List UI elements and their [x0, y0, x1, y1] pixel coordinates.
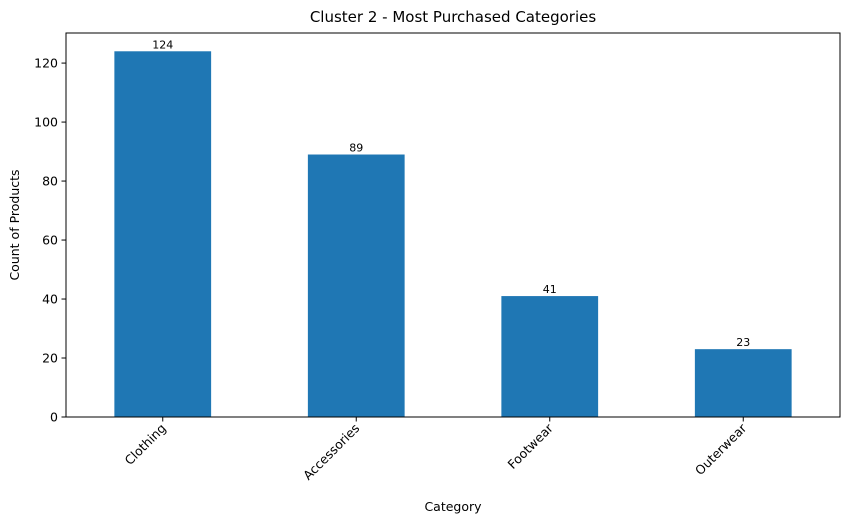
x-axis-label: Category	[424, 499, 482, 514]
x-tick-label-clothing: Clothing	[121, 421, 168, 468]
chart-title: Cluster 2 - Most Purchased Categories	[310, 8, 597, 26]
plot-frame	[65, 32, 841, 418]
y-tick-label: 120	[34, 56, 58, 71]
y-axis-label: Count of Products	[7, 169, 22, 280]
data-label-footwear: 41	[543, 283, 557, 296]
y-tick-label: 100	[34, 115, 58, 130]
x-tick-label-outerwear: Outerwear	[692, 420, 750, 478]
data-label-accessories: 89	[349, 142, 363, 155]
plot-area: 124 89 41 23 0 20 40 60 80 100 120 Clothing Accessor…	[34, 32, 841, 483]
bar-outerwear	[694, 349, 792, 417]
y-tick-label: 20	[42, 351, 58, 366]
y-tick-label: 40	[42, 292, 58, 307]
y-tick-label: 60	[42, 233, 58, 248]
y-tick-label: 80	[42, 174, 58, 189]
data-label-clothing: 124	[152, 38, 173, 51]
y-tick-label: 0	[50, 410, 58, 425]
x-tick-label-accessories: Accessories	[300, 421, 362, 483]
bar-clothing	[114, 51, 212, 418]
bar-footwear	[501, 296, 599, 417]
data-label-outerwear: 23	[736, 336, 750, 349]
bar-accessories	[307, 154, 405, 417]
x-tick-label-footwear: Footwear	[504, 420, 556, 472]
